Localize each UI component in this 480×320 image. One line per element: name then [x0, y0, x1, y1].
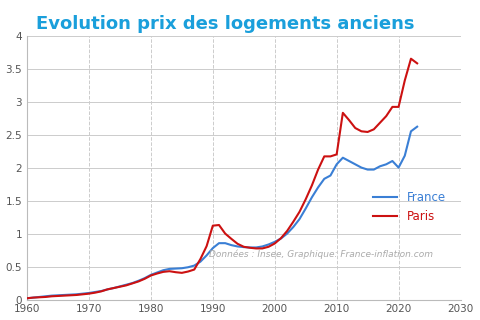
France	[185, 265, 191, 269]
Paris	[408, 57, 414, 60]
Paris	[74, 293, 80, 297]
France	[74, 292, 80, 296]
Legend: France, Paris: France, Paris	[369, 186, 450, 228]
Paris	[414, 61, 420, 65]
Text: Données : Insee, Graphique: France-inflation.com: Données : Insee, Graphique: France-infla…	[209, 250, 433, 260]
Paris	[272, 242, 277, 245]
Paris	[241, 245, 247, 249]
France	[272, 240, 277, 244]
France	[24, 296, 30, 300]
Text: Evolution prix des logements anciens: Evolution prix des logements anciens	[36, 15, 414, 33]
Paris	[24, 296, 30, 300]
France	[414, 125, 420, 129]
Line: Paris: Paris	[27, 59, 417, 298]
Paris	[278, 236, 284, 240]
Line: France: France	[27, 127, 417, 298]
France	[278, 236, 284, 240]
Paris	[216, 223, 222, 227]
Paris	[185, 270, 191, 274]
France	[216, 241, 222, 245]
France	[241, 245, 247, 249]
